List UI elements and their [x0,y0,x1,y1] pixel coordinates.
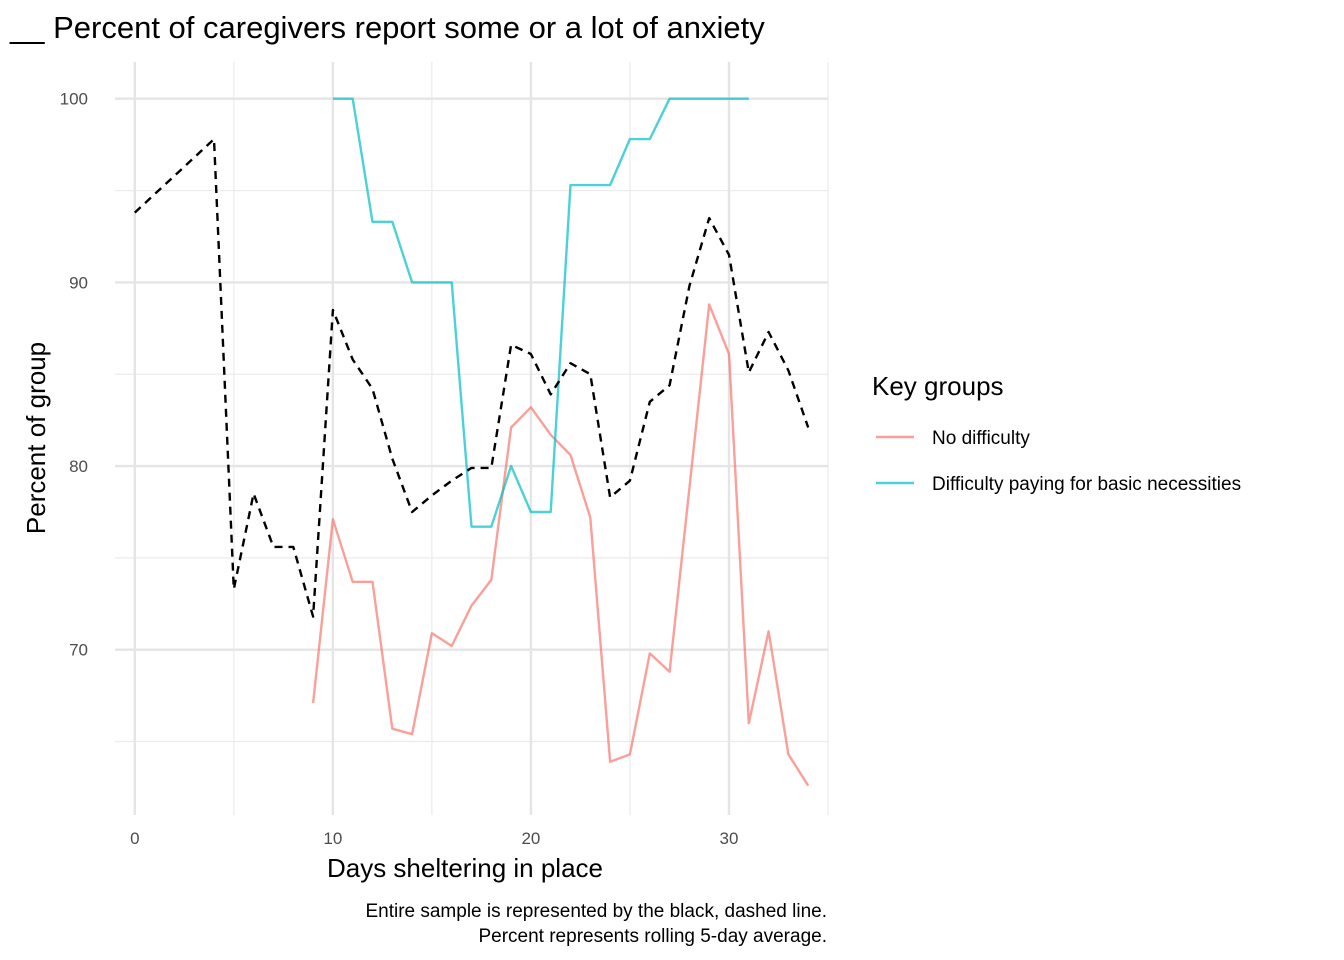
y-tick-labels: 70 80 90 100 [60,90,88,660]
x-axis-title: Days sheltering in place [327,853,603,883]
series-line-entire-sample [133,137,810,618]
x-tick-label: 20 [521,829,540,848]
legend-title: Key groups [872,371,1004,401]
legend-label-no-difficulty: No difficulty [932,428,1030,449]
x-tick-labels: 0 10 20 30 [130,829,738,848]
series-line-difficulty-paying-for-basic-necessities [332,97,749,528]
caption-line-2: Percent represents rolling 5-day average… [478,926,827,947]
y-tick-label: 90 [69,273,88,292]
series-line-no-difficulty [311,303,810,787]
y-tick-label: 70 [69,641,88,660]
legend: Key groups No difficulty Difficulty payi… [872,371,1241,495]
y-axis-title: Percent of group [21,342,51,534]
chart-title: __ Percent of caregivers report some or … [9,10,765,45]
series-lines [133,97,810,787]
x-tick-label: 30 [720,829,739,848]
x-tick-label: 0 [130,829,139,848]
legend-label-difficulty-paying: Difficulty paying for basic necessities [932,474,1241,495]
y-tick-label: 80 [69,457,88,476]
caption-line-1: Entire sample is represented by the blac… [365,901,827,922]
y-tick-label: 100 [60,90,88,109]
panel-grid [115,62,829,815]
x-tick-label: 10 [323,829,342,848]
